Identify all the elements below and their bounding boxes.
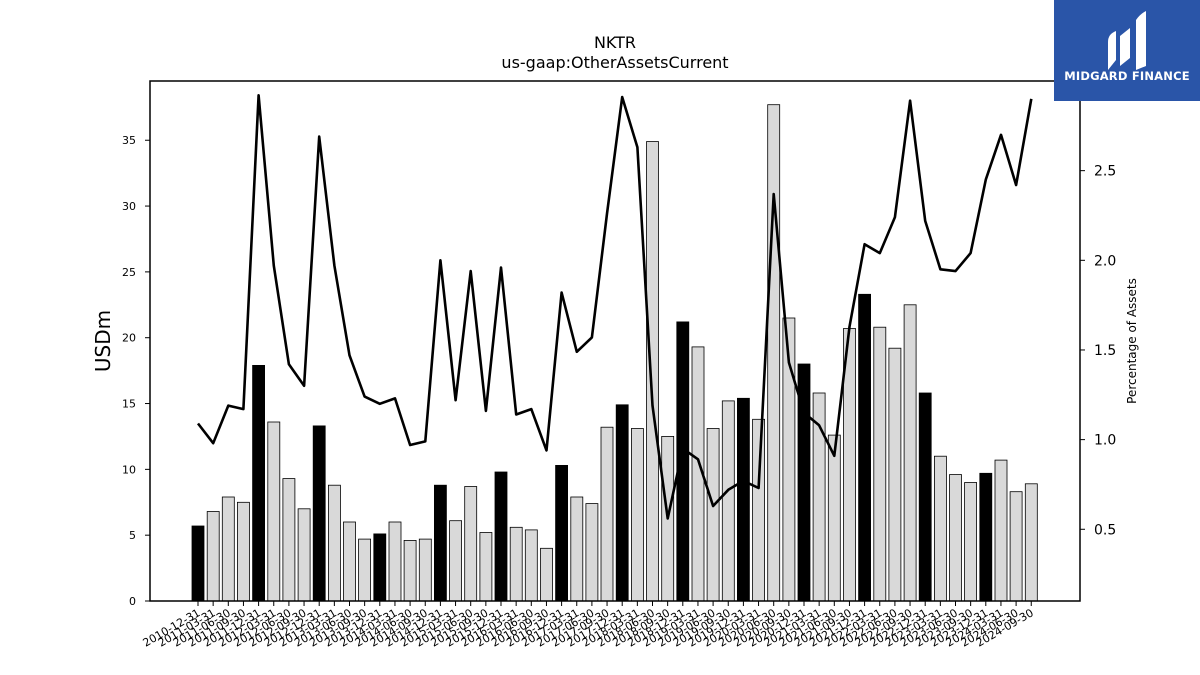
bar xyxy=(646,141,659,602)
bar xyxy=(1024,483,1038,602)
bar xyxy=(600,426,614,602)
bar xyxy=(767,104,781,602)
x-axis: 2010-12-312011-03-312011-06-302011-09-30… xyxy=(141,601,1036,650)
bar xyxy=(585,503,599,602)
bar xyxy=(934,455,947,602)
bar xyxy=(252,364,266,602)
bar xyxy=(267,421,281,602)
line-layer xyxy=(196,94,1033,520)
bar xyxy=(873,326,887,602)
bar xyxy=(358,538,372,602)
bar xyxy=(752,418,765,602)
bar xyxy=(403,540,417,602)
bar xyxy=(888,347,902,602)
bar xyxy=(191,525,205,602)
bar xyxy=(206,511,220,602)
bar xyxy=(706,428,720,602)
right-axis: 0.5 1.0 1.5 2.0 2.5 xyxy=(1080,164,1116,538)
bar xyxy=(282,478,296,602)
y-tick-label: 30 xyxy=(122,200,136,213)
left-axis: 0 5 10 15 20 25 30 35 xyxy=(122,134,150,608)
y-tick-label: 5 xyxy=(129,529,136,542)
bar xyxy=(721,400,735,602)
plot-frame xyxy=(149,80,1081,602)
bar xyxy=(388,521,402,602)
brand-logo: MIDGARD FINANCE xyxy=(1054,0,1200,101)
y2-tick-label: 0.5 xyxy=(1094,522,1116,538)
bar xyxy=(236,501,250,602)
y-tick-label: 0 xyxy=(129,595,136,608)
y2-tick-label: 1.0 xyxy=(1094,433,1116,449)
bar xyxy=(479,532,493,602)
chart-title: NKTR xyxy=(593,33,637,52)
bar xyxy=(373,533,387,602)
y2-tick-label: 2.0 xyxy=(1094,253,1116,269)
bar xyxy=(555,464,568,602)
bar xyxy=(918,392,932,602)
bar xyxy=(994,459,1008,602)
bar xyxy=(631,428,644,602)
bar xyxy=(343,521,356,602)
bar xyxy=(737,397,750,602)
bars-layer xyxy=(191,104,1038,602)
bar xyxy=(615,404,629,602)
y-tick-label: 10 xyxy=(122,463,136,476)
bar xyxy=(949,474,962,602)
bar xyxy=(449,520,463,602)
bar xyxy=(494,471,508,602)
y2-axis-label: Percentage of Assets xyxy=(1125,278,1139,404)
bar xyxy=(464,486,478,602)
bar xyxy=(418,538,432,602)
bar xyxy=(1009,491,1023,602)
bar xyxy=(524,529,538,602)
bar xyxy=(221,496,235,602)
y-tick-label: 25 xyxy=(122,266,136,279)
y-axis-label: USDm xyxy=(91,310,115,372)
bar xyxy=(540,547,553,602)
bar xyxy=(327,484,341,602)
brand-name: MIDGARD FINANCE xyxy=(1064,69,1190,83)
bar xyxy=(312,425,326,602)
bar xyxy=(509,526,523,602)
bar xyxy=(827,434,841,602)
y2-tick-label: 2.5 xyxy=(1094,164,1116,180)
bar xyxy=(979,472,993,602)
bar xyxy=(433,484,447,602)
bar xyxy=(297,508,311,602)
bar xyxy=(903,304,917,602)
y-tick-label: 15 xyxy=(122,398,136,411)
y-tick-label: 35 xyxy=(122,134,136,147)
bar xyxy=(676,321,690,602)
percentage-line xyxy=(196,94,1033,520)
midgard-logo-icon xyxy=(1108,11,1146,70)
chart-subtitle: us-gaap:OtherAssetsCurrent xyxy=(501,53,729,72)
y-tick-label: 20 xyxy=(122,332,136,345)
y2-tick-label: 1.5 xyxy=(1094,343,1116,359)
bar xyxy=(964,482,977,602)
bar xyxy=(858,293,871,602)
bar xyxy=(570,496,584,602)
